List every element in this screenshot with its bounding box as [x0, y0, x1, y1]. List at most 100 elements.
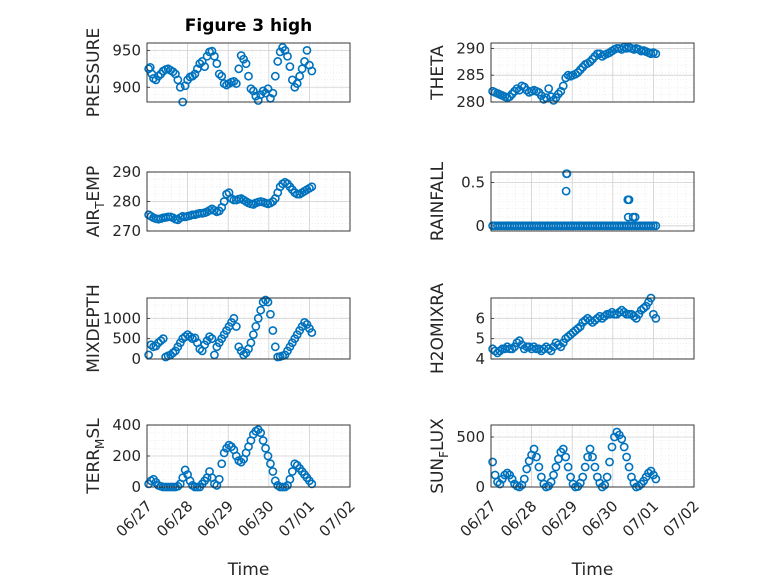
- data-point: [268, 467, 278, 476]
- data-point: [253, 313, 263, 323]
- axes-frame: [490, 171, 695, 232]
- data-point: [302, 45, 312, 55]
- data-point: [180, 465, 190, 475]
- y-tick-label: 500: [112, 330, 141, 348]
- data-point: [268, 326, 278, 335]
- data-point: [561, 452, 571, 462]
- data-point: [209, 51, 219, 61]
- data-point: [558, 444, 568, 454]
- data-point: [207, 334, 217, 344]
- data-point: [231, 79, 241, 88]
- data-point: [502, 468, 512, 478]
- data-point: [190, 333, 200, 343]
- data-point: [562, 169, 572, 179]
- x-tick-label: 06/30: [234, 497, 277, 540]
- data-point: [617, 434, 627, 444]
- y-tick-label: 285: [456, 66, 485, 84]
- data-point: [231, 322, 241, 331]
- data-point: [287, 467, 297, 476]
- data-point: [268, 88, 278, 98]
- y-tick-label: 0: [475, 217, 485, 235]
- x-axis-label: Time: [227, 560, 270, 580]
- data-point: [185, 476, 195, 486]
- subplot-air-temp: 270 280 290 AIRTEMP: [84, 163, 351, 240]
- data-point: [258, 436, 268, 445]
- x-tick-label: 06/29: [194, 497, 237, 540]
- y-axis-label: RAINFALL: [428, 161, 448, 241]
- data-point: [188, 71, 197, 81]
- data-point: [229, 313, 239, 323]
- data-point: [495, 479, 505, 489]
- data-point: [544, 344, 554, 354]
- data-point: [561, 186, 571, 196]
- data-point: [197, 57, 207, 66]
- subplot-rainfall: 0 0.5 RAINFALL: [428, 161, 695, 241]
- data-point: [256, 305, 266, 315]
- data-point: [307, 479, 317, 489]
- data-point: [600, 311, 610, 321]
- data-point: [263, 451, 273, 461]
- data-point: [488, 457, 498, 467]
- data-point: [239, 54, 249, 64]
- data-point: [168, 67, 178, 77]
- data-point: [248, 86, 258, 96]
- data-point: [270, 342, 280, 352]
- x-tick-label: 07/02: [660, 497, 703, 540]
- data-point: [607, 442, 617, 452]
- data-point: [583, 452, 593, 462]
- data-point: [219, 197, 229, 206]
- data-point: [263, 297, 273, 307]
- data-point: [624, 462, 634, 472]
- x-tick-label: 06/27: [457, 497, 500, 540]
- y-axis-label: AIRTEMP: [84, 166, 107, 237]
- data-point: [241, 59, 251, 69]
- y-tick-label: 0.5: [461, 173, 485, 191]
- data-point: [217, 459, 227, 469]
- data-point: [307, 182, 317, 192]
- data-point: [507, 344, 517, 354]
- data-point: [590, 462, 600, 472]
- y-tick-label: 1000: [103, 309, 141, 327]
- data-point: [266, 309, 275, 319]
- data-point: [200, 62, 210, 71]
- y-tick-label: 200: [112, 447, 141, 465]
- data-point: [307, 66, 317, 76]
- data-point: [605, 457, 614, 467]
- data-point: [532, 452, 541, 462]
- data-point: [214, 474, 224, 484]
- y-tick-label: 280: [456, 93, 485, 111]
- data-point: [285, 474, 295, 484]
- data-point: [297, 64, 307, 74]
- data-point: [258, 86, 268, 96]
- data-point: [261, 443, 270, 453]
- x-tick-label: 06/28: [497, 497, 540, 540]
- data-point: [573, 324, 583, 333]
- data-point: [585, 444, 595, 454]
- data-point: [651, 313, 661, 323]
- y-tick-label: 950: [112, 41, 141, 59]
- data-point: [529, 342, 539, 352]
- axes-frame: [490, 42, 695, 103]
- data-point: [307, 328, 317, 337]
- y-axis-label: TERRMSL: [84, 418, 107, 495]
- y-tick-label: 500: [456, 428, 485, 446]
- data-point: [158, 334, 168, 344]
- data-point: [248, 330, 258, 339]
- data-point: [273, 57, 283, 66]
- y-tick-label: 0: [131, 478, 141, 496]
- data-point: [619, 442, 629, 452]
- axes-frame: [146, 297, 351, 360]
- data-point: [630, 212, 640, 222]
- data-point: [544, 84, 554, 93]
- data-point: [275, 47, 285, 57]
- data-point: [551, 462, 561, 472]
- data-point: [234, 64, 244, 74]
- data-point: [651, 221, 661, 231]
- subplot-sun-flux: 0 500 SUNFLUX 06/2706/2806/2906/3007/0107/0…: [428, 418, 703, 580]
- x-tick-label: 07/01: [275, 497, 318, 540]
- data-point: [300, 317, 309, 327]
- data-point: [588, 452, 597, 462]
- data-point: [602, 472, 612, 482]
- data-point: [173, 75, 183, 85]
